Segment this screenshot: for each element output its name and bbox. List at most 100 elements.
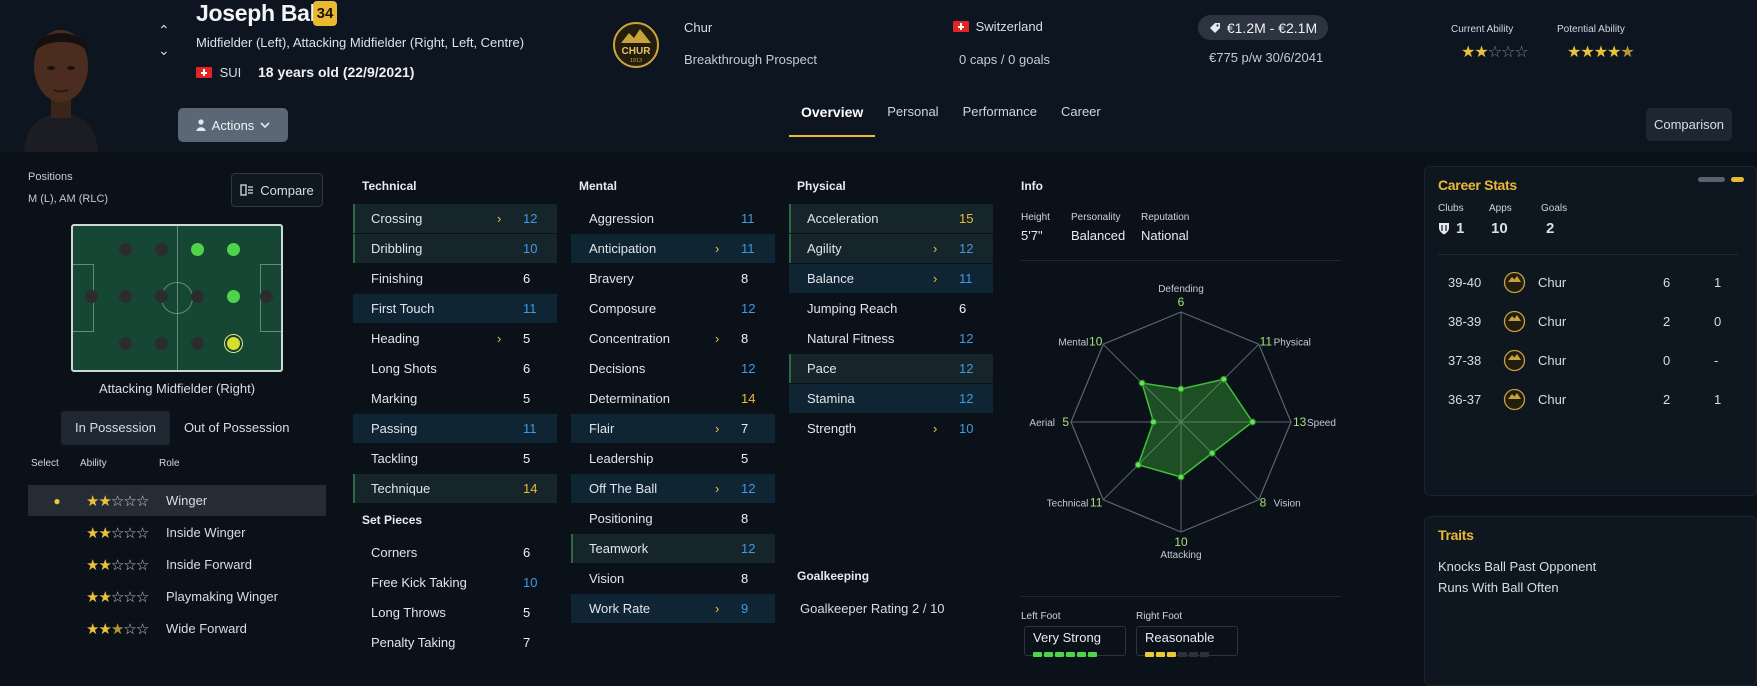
role-select-dot[interactable]: ● xyxy=(53,493,61,508)
attribute-row-stamina[interactable]: Stamina 12 xyxy=(789,384,993,413)
pitch-position-wbl[interactable] xyxy=(155,243,168,256)
next-player-chevron-icon[interactable]: ⌄ xyxy=(158,42,170,58)
attribute-value: 11 xyxy=(523,421,537,436)
actions-button[interactable]: Actions xyxy=(178,108,288,142)
tab-out-of-possession[interactable]: Out of Possession xyxy=(183,420,290,435)
carousel-indicator-2[interactable] xyxy=(1731,177,1744,182)
attribute-row-leadership[interactable]: Leadership 5 xyxy=(571,444,775,473)
attribute-value: 7 xyxy=(523,635,531,650)
pitch-position-dc[interactable] xyxy=(119,290,132,303)
club-logo-icon xyxy=(1503,310,1526,333)
pitch-position-mc[interactable] xyxy=(191,290,204,303)
club-logo-icon xyxy=(1503,271,1526,294)
attribute-row-dribbling[interactable]: Dribbling 10 xyxy=(353,234,557,263)
attribute-row-anticipation[interactable]: Anticipation › 11 xyxy=(571,234,775,263)
pitch-position-amc[interactable] xyxy=(227,290,240,303)
attribute-row-balance[interactable]: Balance › 11 xyxy=(789,264,993,293)
attribute-row-composure[interactable]: Composure 12 xyxy=(571,294,775,323)
attribute-row-agility[interactable]: Agility › 12 xyxy=(789,234,993,263)
attribute-row-flair[interactable]: Flair › 7 xyxy=(571,414,775,443)
pitch-position-st[interactable] xyxy=(260,290,273,303)
tab-overview[interactable]: Overview xyxy=(789,104,876,137)
attribute-row-crossing[interactable]: Crossing › 12 xyxy=(353,204,557,233)
attribute-row-bravery[interactable]: Bravery 8 xyxy=(571,264,775,293)
person-icon xyxy=(196,119,206,131)
attribute-row-decisions[interactable]: Decisions 12 xyxy=(571,354,775,383)
attribute-row-concentration[interactable]: Concentration › 8 xyxy=(571,324,775,353)
attribute-row-jumping-reach[interactable]: Jumping Reach 6 xyxy=(789,294,993,323)
attribute-row-marking[interactable]: Marking 5 xyxy=(353,384,557,413)
role-row[interactable]: ★★★☆☆ Wide Forward xyxy=(28,613,326,644)
attribute-row-tackling[interactable]: Tackling 5 xyxy=(353,444,557,473)
club-logo[interactable]: CHUR 1913 xyxy=(611,21,661,69)
tab-performance[interactable]: Performance xyxy=(962,104,1037,119)
career-club[interactable]: Chur xyxy=(1538,275,1567,290)
attribute-row-off-the-ball[interactable]: Off The Ball › 12 xyxy=(571,474,775,503)
attribute-row-technique[interactable]: Technique 14 xyxy=(353,474,557,503)
carousel-indicator-1[interactable] xyxy=(1698,177,1725,182)
attribute-row-finishing[interactable]: Finishing 6 xyxy=(353,264,557,293)
career-row[interactable]: 39-40 Chur 6 1 xyxy=(1438,265,1738,303)
attribute-name: Penalty Taking xyxy=(371,635,456,650)
height-value: 5'7" xyxy=(1021,228,1043,243)
attribute-row-determination[interactable]: Determination 14 xyxy=(571,384,775,413)
previous-player-chevron-icon[interactable]: ⌃ xyxy=(158,22,170,38)
club-name[interactable]: Chur xyxy=(684,20,713,35)
attribute-row-acceleration[interactable]: Acceleration 15 xyxy=(789,204,993,233)
career-season: 37-38 xyxy=(1448,353,1482,368)
pitch-position-mr[interactable] xyxy=(191,337,204,350)
attribute-row-penalty-taking[interactable]: Penalty Taking 7 xyxy=(353,628,557,657)
attribute-row-heading[interactable]: Heading › 5 xyxy=(353,324,557,353)
country-name: Switzerland xyxy=(975,19,1043,34)
role-row[interactable]: ● ★★☆☆☆ Winger xyxy=(28,485,326,516)
attribute-row-long-shots[interactable]: Long Shots 6 xyxy=(353,354,557,383)
attribute-row-passing[interactable]: Passing 11 xyxy=(353,414,557,443)
attribute-name: Crossing xyxy=(371,211,423,226)
pitch-position-ml[interactable] xyxy=(191,243,204,256)
attribute-value: 12 xyxy=(959,361,974,376)
role-row[interactable]: ★★☆☆☆ Inside Forward xyxy=(28,549,326,580)
tab-in-possession[interactable]: In Possession xyxy=(61,411,170,445)
career-club[interactable]: Chur xyxy=(1538,314,1567,329)
improvement-arrow-icon: › xyxy=(715,331,720,346)
attribute-row-long-throws[interactable]: Long Throws 5 xyxy=(353,598,557,627)
attribute-row-vision[interactable]: Vision 8 xyxy=(571,564,775,593)
attribute-value: 12 xyxy=(741,301,756,316)
pitch-position-amr[interactable] xyxy=(227,337,240,350)
current-ability-stars: ★★☆☆☆ xyxy=(1461,44,1529,61)
attribute-name: Leadership xyxy=(589,451,654,466)
attribute-name: Pace xyxy=(807,361,837,376)
career-row[interactable]: 38-39 Chur 2 0 xyxy=(1438,304,1738,342)
attribute-row-strength[interactable]: Strength › 10 xyxy=(789,414,993,443)
compare-button[interactable]: Compare xyxy=(231,173,323,207)
career-club[interactable]: Chur xyxy=(1538,353,1567,368)
pitch-position-wbr[interactable] xyxy=(155,337,168,350)
attribute-row-work-rate[interactable]: Work Rate › 9 xyxy=(571,594,775,623)
attribute-row-natural-fitness[interactable]: Natural Fitness 12 xyxy=(789,324,993,353)
role-row[interactable]: ★★☆☆☆ Inside Winger xyxy=(28,517,326,548)
career-row[interactable]: 37-38 Chur 0 - xyxy=(1438,343,1738,381)
attribute-row-teamwork[interactable]: Teamwork 12 xyxy=(571,534,775,563)
possession-tabs: In Possession Out of Possession xyxy=(61,411,303,445)
attribute-row-aggression[interactable]: Aggression 11 xyxy=(571,204,775,233)
attribute-radar-chart: Defending6Physical11Speed13Vision8Attack… xyxy=(1029,284,1336,561)
country[interactable]: Switzerland xyxy=(953,19,1043,34)
attribute-row-first-touch[interactable]: First Touch 11 xyxy=(353,294,557,323)
tab-personal[interactable]: Personal xyxy=(887,104,939,119)
pitch-position-gk[interactable] xyxy=(85,290,98,303)
foot-level-bar xyxy=(1178,652,1187,657)
career-row[interactable]: 36-37 Chur 2 1 xyxy=(1438,382,1738,420)
attribute-row-pace[interactable]: Pace 12 xyxy=(789,354,993,383)
tab-career[interactable]: Career xyxy=(1061,104,1101,119)
pitch-position-dl[interactable] xyxy=(119,243,132,256)
comparison-button[interactable]: Comparison xyxy=(1646,108,1732,141)
pitch-position-dr[interactable] xyxy=(119,337,132,350)
attribute-row-free-kick-taking[interactable]: Free Kick Taking 10 xyxy=(353,568,557,597)
role-row[interactable]: ★★☆☆☆ Playmaking Winger xyxy=(28,581,326,612)
pitch-position-dmc[interactable] xyxy=(155,290,168,303)
career-club[interactable]: Chur xyxy=(1538,392,1567,407)
attribute-row-corners[interactable]: Corners 6 xyxy=(353,538,557,567)
traits-title: Traits xyxy=(1438,527,1474,543)
attribute-row-positioning[interactable]: Positioning 8 xyxy=(571,504,775,533)
pitch-position-aml[interactable] xyxy=(227,243,240,256)
